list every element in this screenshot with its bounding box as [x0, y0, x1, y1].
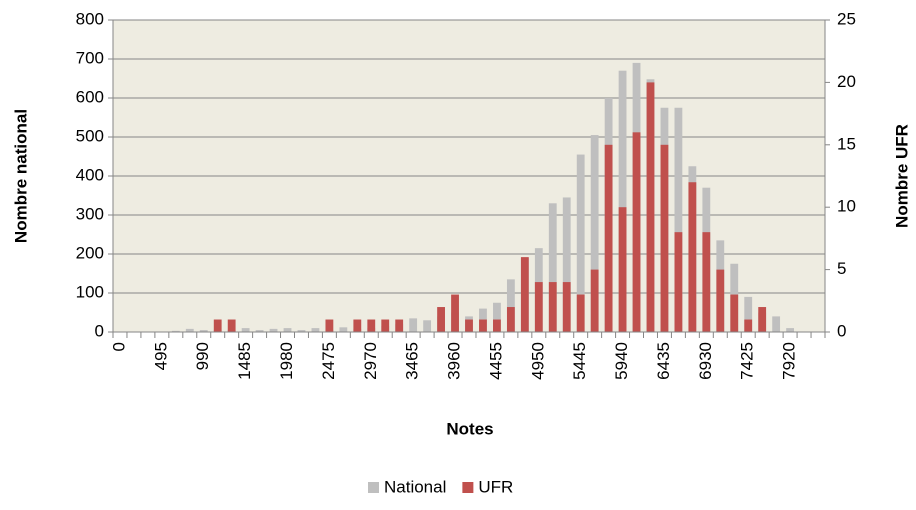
bar: [325, 319, 334, 332]
legend-label: UFR: [478, 477, 513, 496]
bar: [702, 232, 711, 332]
bar: [730, 294, 739, 332]
y2-tick-label: 25: [837, 9, 856, 28]
bar: [534, 282, 543, 332]
bar: [409, 318, 418, 332]
bar: [353, 319, 362, 332]
bar: [171, 330, 180, 332]
bar: [213, 319, 222, 332]
y-tick-label: 200: [76, 243, 104, 262]
bar: [716, 269, 725, 332]
bar: [562, 282, 571, 332]
bar: [227, 319, 236, 332]
x-tick-label: 990: [193, 342, 212, 370]
bar: [506, 279, 515, 332]
bar: [562, 197, 571, 332]
bar: [381, 319, 390, 332]
x-tick-label: 6930: [696, 342, 715, 380]
bar: [311, 328, 320, 332]
y2-tick-label: 10: [837, 197, 856, 216]
bar: [493, 302, 501, 332]
bar: [199, 330, 208, 332]
bar: [772, 316, 781, 332]
x-tick-label: 5445: [570, 342, 589, 380]
y-tick-label: 100: [76, 282, 104, 301]
bar: [548, 282, 557, 332]
bar: [465, 319, 473, 332]
x-tick-label: 5940: [612, 342, 631, 380]
bar: [576, 294, 585, 332]
bar: [744, 296, 753, 332]
bar: [423, 320, 432, 332]
y-tick-label: 300: [76, 204, 104, 223]
bar: [688, 182, 697, 332]
x-tick-label: 7425: [738, 342, 757, 380]
bar: [590, 135, 599, 332]
x-tick-label: 0: [109, 342, 128, 351]
bar: [618, 70, 627, 332]
x-tick-label: 495: [151, 342, 170, 370]
bar: [339, 327, 348, 332]
bar: [646, 82, 655, 333]
bar: [758, 307, 767, 332]
x-tick-label: 4455: [486, 342, 505, 380]
bar: [437, 307, 445, 332]
y-axis-title: Nombre national: [11, 109, 30, 243]
bar: [451, 294, 459, 332]
x-tick-label: 4950: [528, 342, 547, 380]
x-tick-label: 1485: [235, 342, 254, 380]
legend-swatch: [462, 482, 474, 493]
y-tick-label: 700: [76, 48, 104, 67]
bar: [479, 319, 487, 332]
x-tick-label: 6435: [654, 342, 673, 380]
y2-axis-title: Nombre UFR: [892, 124, 911, 228]
y-tick-label: 800: [76, 9, 104, 28]
bar: [241, 328, 250, 332]
bar: [367, 319, 376, 332]
bar: [674, 107, 683, 332]
bar: [185, 328, 194, 332]
x-tick-label: 3465: [403, 342, 422, 380]
y-tick-label: 400: [76, 165, 104, 184]
bar: [506, 307, 515, 332]
x-tick-label: 1980: [277, 342, 296, 380]
x-tick-label: 2475: [319, 342, 338, 380]
bar: [590, 269, 599, 332]
bar: [520, 257, 529, 332]
bar: [493, 319, 501, 332]
bar: [632, 132, 641, 332]
bar: [269, 328, 278, 332]
bar: [786, 328, 795, 332]
bar: [255, 330, 264, 332]
bar: [618, 207, 627, 332]
bar: [604, 144, 613, 332]
bar: [283, 328, 292, 332]
y-tick-label: 0: [95, 321, 104, 340]
legend-swatch: [368, 482, 379, 493]
y2-tick-label: 5: [837, 259, 846, 278]
y2-tick-label: 20: [837, 72, 856, 91]
bar: [576, 154, 585, 332]
bar: [548, 203, 557, 332]
y-tick-label: 600: [76, 87, 104, 106]
x-tick-label: 3960: [445, 342, 464, 380]
x-tick-label: 2970: [361, 342, 380, 380]
bar: [395, 319, 404, 332]
x-axis-title: Notes: [446, 419, 493, 438]
x-tick-label: 7920: [780, 342, 799, 380]
bar: [660, 144, 669, 332]
bar: [297, 330, 306, 332]
y2-tick-label: 15: [837, 134, 856, 153]
bar: [744, 319, 753, 332]
y-tick-label: 500: [76, 126, 104, 145]
legend-label: National: [384, 477, 446, 496]
bar: [674, 232, 683, 332]
y2-tick-label: 0: [837, 321, 846, 340]
